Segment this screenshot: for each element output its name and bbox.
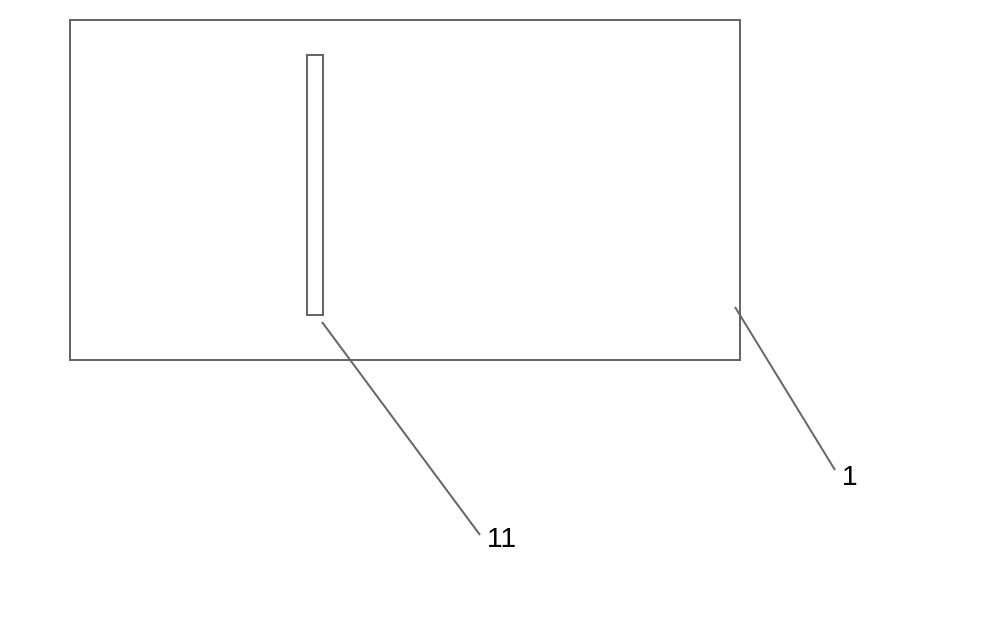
reference-label-outer: 1	[842, 460, 858, 492]
reference-label-inner: 11	[487, 522, 516, 554]
inner-slot-rectangle	[307, 55, 323, 315]
leader-line-inner	[322, 322, 480, 535]
technical-diagram: 1 11	[0, 0, 1000, 617]
leader-line-outer	[735, 307, 835, 470]
outer-rectangle	[70, 20, 740, 360]
